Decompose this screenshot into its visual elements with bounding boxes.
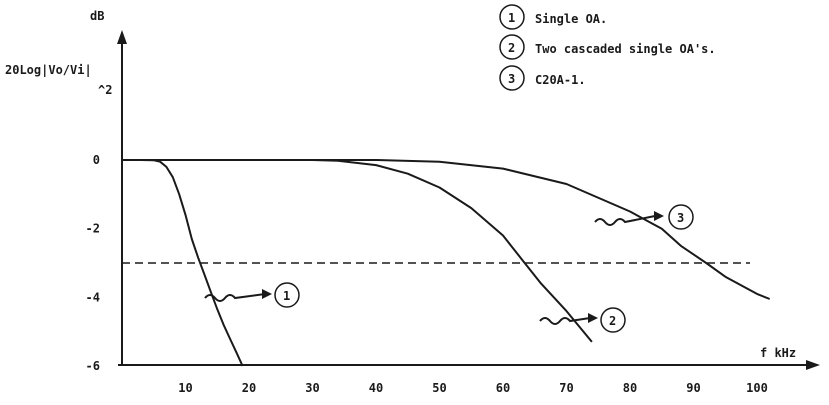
- legend-1-circle: [499, 4, 525, 30]
- legend-1-number: 1: [508, 11, 515, 25]
- curve-2: [122, 159, 593, 343]
- callout-1-squiggle: [204, 293, 266, 302]
- x-tick-label: 70: [559, 381, 573, 395]
- curve-1: [122, 159, 244, 367]
- callout-2-circle: [600, 307, 626, 333]
- callout-1-arrowhead: [262, 289, 272, 299]
- curve-3: [122, 159, 771, 300]
- y-tick-label: -2: [86, 222, 100, 236]
- callout-2-number: 2: [609, 314, 616, 328]
- y-tick-label: -4: [86, 290, 100, 304]
- y-axis-arrow: [117, 30, 127, 44]
- legend-3-circle: [499, 65, 525, 91]
- legend-2-number: 2: [508, 41, 515, 55]
- callout-3-number: 3: [677, 211, 684, 225]
- legend-item-3: 3 C20A-1.: [499, 65, 586, 91]
- legend-item-1: 1 Single OA.: [499, 4, 607, 30]
- legend-3-label: C20A-1.: [535, 73, 586, 87]
- x-tick-label: 80: [623, 381, 637, 395]
- callout-curve-1: 1: [204, 282, 300, 308]
- callout-3-squiggle: [594, 215, 656, 226]
- legend-3-number: 3: [508, 72, 515, 86]
- x-axis-label: f kHz: [760, 346, 796, 360]
- x-tick-label: 90: [686, 381, 700, 395]
- x-tick-label: 20: [242, 381, 256, 395]
- legend-1-label: Single OA.: [535, 12, 607, 26]
- y-tick-label: -6: [86, 359, 100, 373]
- x-tick-label: 10: [178, 381, 192, 395]
- y-axis-unit: dB: [90, 9, 104, 23]
- x-tick-label: 50: [432, 381, 446, 395]
- legend-item-2: 2 Two cascaded single OA's.: [499, 34, 716, 60]
- callout-3-circle: [668, 204, 694, 230]
- callout-curve-3: 3: [594, 204, 694, 230]
- callout-1-circle: [274, 282, 300, 308]
- x-tick-label: 100: [746, 381, 768, 395]
- x-tick-labels: 10 20 30 40 50 60 70 80 90 100: [178, 381, 768, 395]
- x-axis-arrow: [806, 360, 820, 370]
- legend-2-circle: [499, 34, 525, 60]
- x-tick-label: 40: [369, 381, 383, 395]
- callout-1-number: 1: [283, 289, 290, 303]
- x-tick-label: 60: [496, 381, 510, 395]
- callout-2-squiggle: [539, 317, 591, 325]
- y-axis-label-sub: ^2: [98, 83, 112, 97]
- y-tick-label: 0: [93, 153, 100, 167]
- y-tick-labels: 0 -2 -4 -6: [86, 153, 100, 373]
- callout-3-arrowhead: [654, 211, 664, 221]
- legend-2-label: Two cascaded single OA's.: [535, 42, 716, 56]
- y-axis-label: 20Log|Vo/Vi|: [5, 63, 92, 77]
- x-tick-label: 30: [305, 381, 319, 395]
- legend: 1 Single OA. 2 Two cascaded single OA's.…: [499, 4, 716, 91]
- callout-2-arrowhead: [588, 313, 598, 323]
- callout-curve-2: 2: [539, 307, 626, 333]
- response-curves: [122, 159, 771, 367]
